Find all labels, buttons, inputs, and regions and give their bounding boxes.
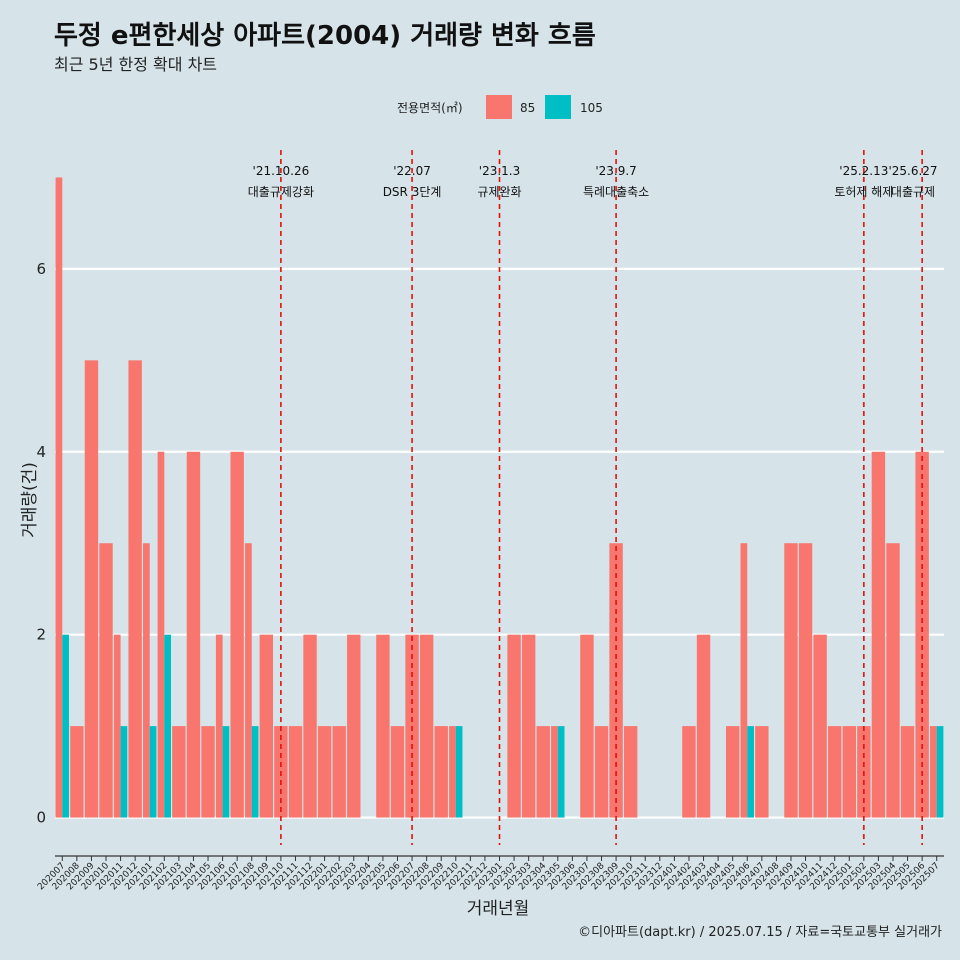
bars xyxy=(55,177,944,818)
event-date: '25.2.13 xyxy=(839,164,888,178)
bar-85 xyxy=(551,726,558,818)
y-tick-label: 6 xyxy=(36,260,46,278)
bar-85 xyxy=(186,451,201,818)
bar-85 xyxy=(507,634,521,818)
event-label: DSR 3단계 xyxy=(383,185,442,199)
bar-105 xyxy=(62,634,69,818)
bar-85 xyxy=(215,634,223,818)
bar-85 xyxy=(99,543,113,818)
bar-85 xyxy=(128,360,142,818)
annotations: '21.10.26 대출규제강화 '22.07 DSR 3단계 '23.1.3 규제완화 '… xyxy=(248,150,938,845)
bar-85 xyxy=(798,543,813,818)
bar-85 xyxy=(70,726,84,818)
bar-85 xyxy=(303,634,317,818)
y-tick-labels: 0 2 4 6 xyxy=(36,260,46,827)
bar-85 xyxy=(419,634,434,818)
bar-85 xyxy=(900,726,915,818)
event-date: '23.1.3 xyxy=(479,164,520,178)
event-label: 규제완화 xyxy=(477,185,521,199)
legend-label-85: 85 xyxy=(520,101,535,115)
bar-85 xyxy=(915,451,929,818)
bar-85 xyxy=(886,543,900,818)
legend-swatch-85 xyxy=(486,95,512,119)
bar-85 xyxy=(317,726,332,818)
bar-85 xyxy=(755,726,769,818)
bar-85 xyxy=(55,177,63,818)
event-label: 토허제 해제 xyxy=(834,185,893,199)
y-tick-label: 4 xyxy=(36,443,46,461)
bar-85 xyxy=(580,634,594,818)
bar-105 xyxy=(120,726,128,818)
event-date: '23.9.7 xyxy=(595,164,636,178)
bar-85 xyxy=(784,543,798,818)
bar-85 xyxy=(230,451,244,818)
y-axis-title: 거래량(건) xyxy=(20,462,40,538)
legend-label-105: 105 xyxy=(580,101,603,115)
bar-85 xyxy=(609,543,623,818)
event-date: '25.6.27 xyxy=(888,164,937,178)
bar-85 xyxy=(143,543,150,818)
event-label: 특례대출축소 xyxy=(583,185,649,199)
bar-85 xyxy=(930,726,937,818)
bar-85 xyxy=(259,634,274,818)
bar-85 xyxy=(594,726,609,818)
bar-85 xyxy=(347,634,361,818)
bar-85 xyxy=(84,360,99,818)
bar-85 xyxy=(376,634,390,818)
bar-85 xyxy=(842,726,856,818)
bar-85 xyxy=(682,726,696,818)
bar-85 xyxy=(201,726,215,818)
x-axis-title: 거래년월 xyxy=(467,899,530,919)
bar-85 xyxy=(696,634,711,818)
bar-105 xyxy=(251,726,259,818)
bar-85 xyxy=(172,726,186,818)
bar-105 xyxy=(222,726,230,818)
x-axis: 2020072020082020092020102020112020122021… xyxy=(36,855,944,892)
bar-105 xyxy=(936,726,944,818)
bar-105 xyxy=(149,726,157,818)
bar-85 xyxy=(332,726,346,818)
bar-85 xyxy=(449,726,456,818)
bar-85 xyxy=(813,634,827,818)
chart-title: 두정 e편한세상 아파트(2004) 거래량 변화 흐름 xyxy=(54,21,596,51)
bar-85 xyxy=(623,726,638,818)
event-date: '21.10.26 xyxy=(253,164,310,178)
bar-85 xyxy=(536,726,550,818)
source-caption: ©디아파트(dapt.kr) / 2025.07.15 / 자료=국토교통부 실… xyxy=(578,925,942,940)
bar-105 xyxy=(455,726,463,818)
event-date: '22.07 xyxy=(393,164,431,178)
legend-swatch-105 xyxy=(545,95,571,119)
bar-105 xyxy=(164,634,172,818)
bar-85 xyxy=(288,726,303,818)
bar-85 xyxy=(521,634,536,818)
chart-subtitle: 최근 5년 한정 확대 차트 xyxy=(54,55,217,74)
bar-105 xyxy=(557,726,565,818)
bar-85 xyxy=(157,451,165,818)
legend-title: 전용면적(㎡) xyxy=(397,101,463,115)
y-tick-label: 0 xyxy=(36,809,46,827)
y-tick-label: 2 xyxy=(36,626,46,644)
bar-85 xyxy=(871,451,886,818)
bar-85 xyxy=(827,726,842,818)
bar-85 xyxy=(390,726,405,818)
bar-105 xyxy=(747,726,754,818)
event-label: 대출규제 xyxy=(891,185,935,199)
bar-85 xyxy=(113,634,121,818)
legend: 전용면적(㎡) 85 105 xyxy=(397,95,603,119)
bar-85 xyxy=(740,543,748,818)
bar-85 xyxy=(245,543,252,818)
bar-85 xyxy=(725,726,740,818)
bar-85 xyxy=(434,726,448,818)
event-label: 대출규제강화 xyxy=(248,185,314,199)
